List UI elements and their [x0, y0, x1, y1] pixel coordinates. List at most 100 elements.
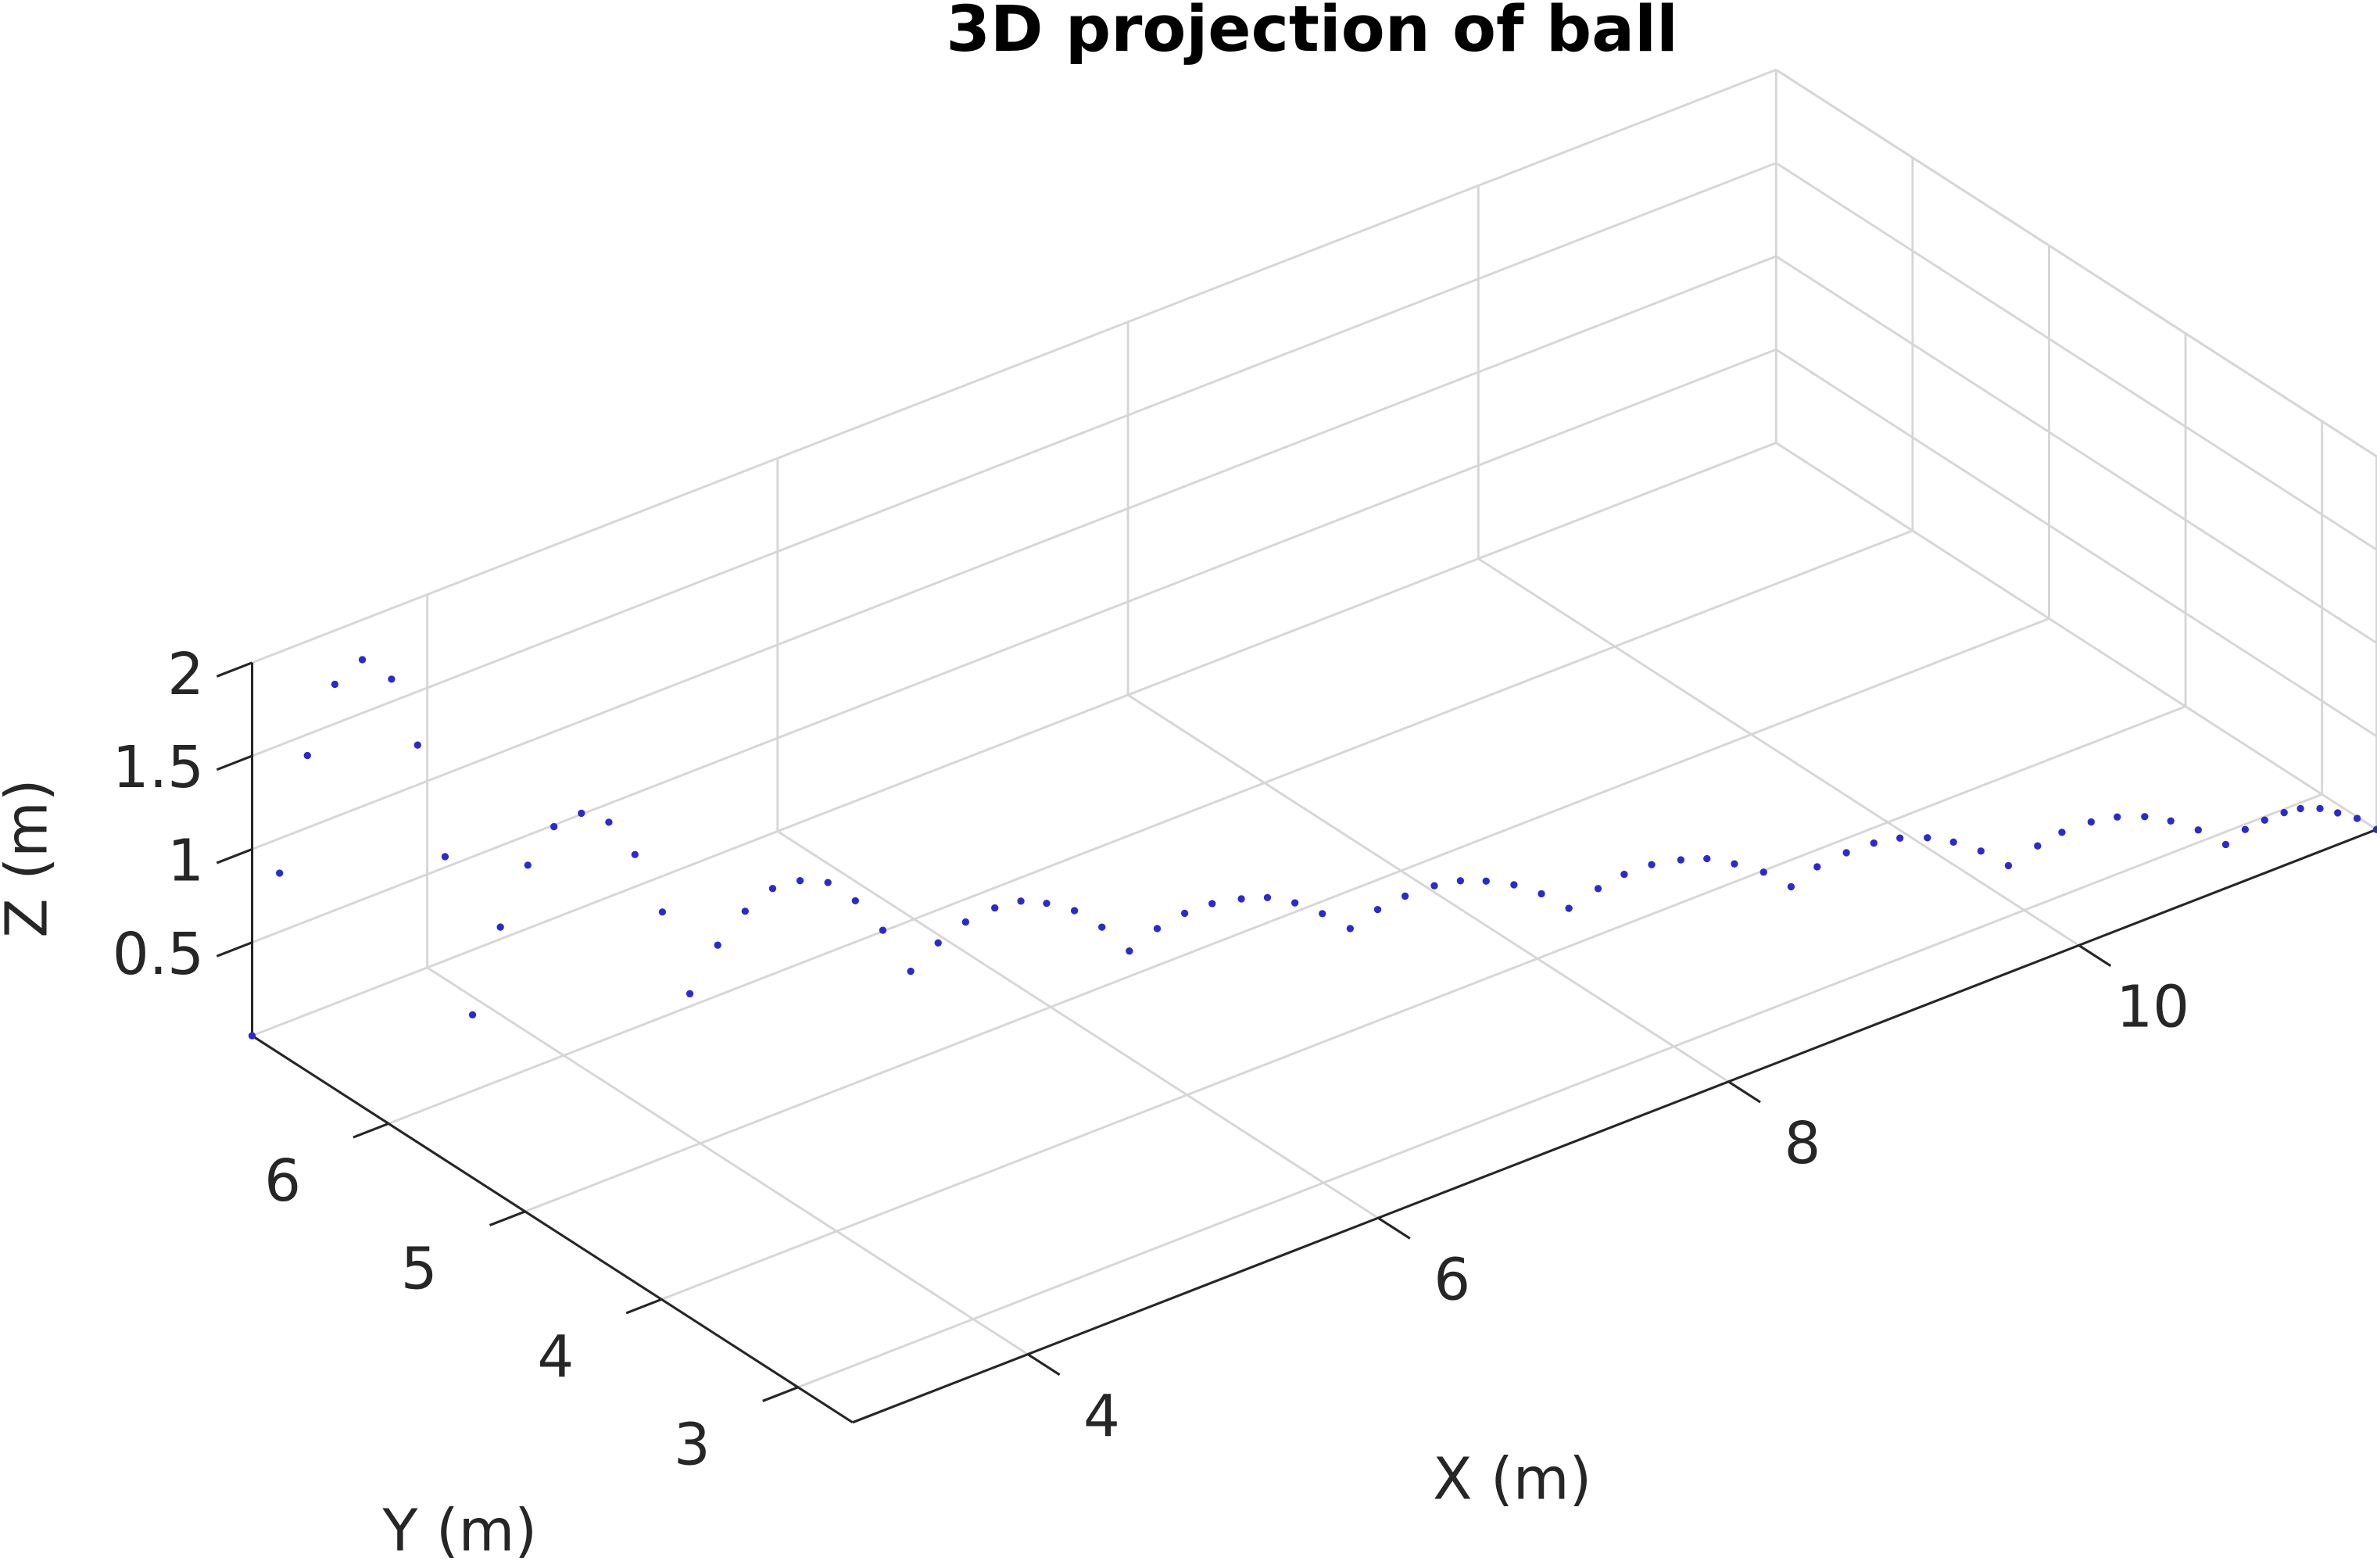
data-point: [1126, 947, 1133, 955]
data-point: [2034, 842, 2042, 850]
data-point: [1346, 925, 1355, 933]
data-point: [631, 850, 639, 858]
data-point: [1924, 834, 1931, 842]
data-point: [1565, 904, 1573, 912]
chart-title: 3D projection of ball: [946, 0, 1678, 66]
y-axis: [251, 1034, 854, 1424]
data-point: [358, 656, 367, 664]
data-point: [468, 1011, 477, 1018]
y-tick-label: 5: [401, 1236, 438, 1302]
y-tick: [625, 1298, 662, 1315]
data-point: [1538, 890, 1545, 898]
y-tick-label: 3: [674, 1412, 711, 1478]
data-point: [1759, 868, 1767, 876]
data-point: [686, 990, 694, 997]
x-tick: [1377, 1216, 1411, 1240]
y-tick: [489, 1210, 526, 1226]
data-point: [2221, 840, 2230, 849]
data-point: [1430, 882, 1438, 890]
data-point: [2087, 818, 2095, 826]
grid-line: [1775, 348, 2377, 738]
data-point: [413, 741, 421, 749]
data-point: [496, 923, 504, 931]
grid-line: [251, 162, 1777, 757]
data-point: [578, 809, 585, 818]
data-point: [796, 877, 804, 885]
z-tick: [216, 941, 253, 958]
data-point: [1237, 895, 1245, 903]
data-point: [1813, 863, 1821, 871]
data-point: [1510, 881, 1518, 889]
grid-line: [777, 830, 1379, 1219]
data-point: [1620, 870, 1628, 879]
data-point: [1594, 885, 1602, 893]
data-point: [1842, 849, 1850, 857]
data-point: [441, 853, 449, 861]
data-point: [1070, 907, 1079, 915]
data-point: [2114, 813, 2121, 821]
z-tick-label: 1: [167, 828, 204, 894]
data-point: [768, 885, 777, 893]
z-axis-label: Z (m): [0, 779, 60, 937]
data-point: [2334, 809, 2342, 817]
data-point: [331, 680, 339, 689]
data-point: [879, 926, 887, 934]
data-point: [1949, 838, 1957, 846]
data-point: [2372, 825, 2377, 833]
data-point: [2353, 814, 2361, 822]
box-edge: [251, 442, 1777, 1037]
data-point: [2004, 861, 2013, 870]
data-point: [1648, 861, 1656, 868]
z-tick-label: 0.5: [113, 922, 204, 988]
data-point: [1677, 856, 1685, 864]
data-point: [388, 675, 396, 683]
data-point: [2194, 826, 2202, 834]
data-point: [934, 939, 942, 947]
grid-line: [1775, 255, 2377, 644]
grid-line: [388, 529, 1913, 1125]
data-point: [658, 908, 667, 916]
data-point: [248, 1032, 256, 1040]
data-point: [1263, 893, 1272, 901]
z-tick-label: 1.5: [113, 735, 204, 801]
x-tick: [2078, 944, 2112, 967]
x-tick-label: 8: [1784, 1111, 1820, 1177]
data-point: [303, 751, 311, 760]
grid-line: [524, 618, 2049, 1213]
x-tick: [1727, 1080, 1761, 1104]
data-point: [1373, 905, 1382, 914]
z-tick: [216, 661, 253, 678]
data-point: [2141, 813, 2149, 821]
x-tick-label: 4: [1083, 1384, 1120, 1450]
data-point: [714, 941, 721, 949]
data-point: [1896, 834, 1904, 842]
grid-line: [251, 255, 1777, 850]
data-point: [991, 904, 999, 912]
grid-line: [251, 348, 1777, 944]
y-axis-label: Y (m): [381, 1498, 537, 1564]
x-tick: [1027, 1353, 1061, 1376]
data-point: [2280, 808, 2288, 817]
x-axis: [852, 828, 2377, 1424]
y-tick-label: 6: [264, 1148, 301, 1215]
data-point: [1456, 877, 1465, 885]
data-point: [1731, 860, 1738, 868]
data-point: [1208, 900, 1216, 908]
data-point: [851, 897, 859, 905]
data-point: [741, 908, 749, 915]
grid-line: [1127, 693, 1730, 1083]
data-point: [1319, 910, 1326, 918]
data-point: [824, 879, 832, 886]
grid-line: [660, 705, 2186, 1301]
box-edge: [1775, 69, 2377, 458]
data-point: [605, 818, 613, 826]
data-point: [1291, 899, 1299, 907]
data-point: [1180, 909, 1189, 918]
data-point: [2241, 825, 2250, 833]
grid-line: [1775, 162, 2377, 551]
data-point: [1482, 877, 1490, 885]
data-point: [1043, 899, 1051, 908]
x-tick-label: 6: [1434, 1247, 1470, 1313]
